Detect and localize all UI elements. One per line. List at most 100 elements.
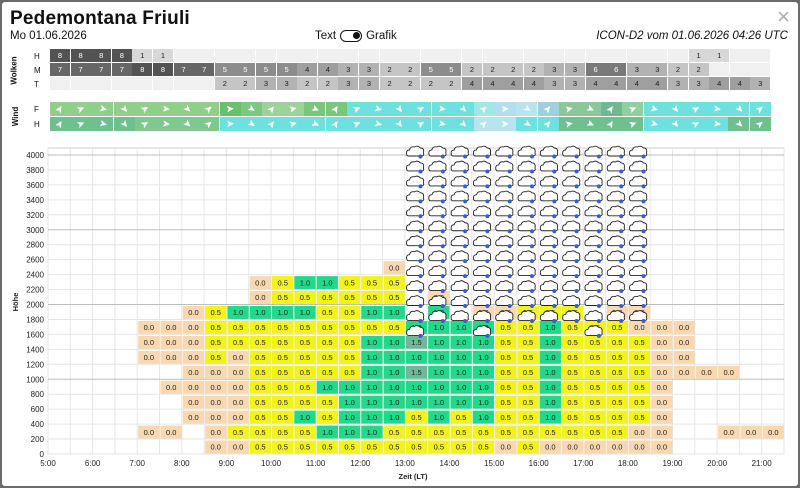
thermal-cell (227, 320, 249, 334)
thermal-cell (495, 440, 517, 454)
thermal-cell-value: 1.0 (478, 338, 488, 347)
cloud-cell (173, 49, 194, 62)
thermal-cell (361, 320, 383, 334)
clouds-row-label-T: T (34, 80, 39, 89)
cloud-cell (503, 49, 524, 62)
x-tick-label: 16:00 (529, 459, 550, 468)
thermal-cell (561, 440, 584, 454)
wind-arrow-icon: ➤ (389, 117, 411, 131)
thermal-cell (272, 395, 294, 409)
thermal-cell (539, 365, 561, 379)
thermal-cell (182, 306, 205, 319)
cloud-cell (482, 49, 503, 62)
cloud-cell (606, 49, 627, 62)
thermal-cell-value: 1.0 (300, 278, 310, 287)
wind-arrow-icon: ➤ (240, 117, 262, 131)
cloud-cell: 7 (70, 63, 91, 76)
cloud-icon (629, 220, 648, 234)
wind-arrow-icon: ➤ (219, 117, 241, 131)
thermal-cell (272, 306, 294, 319)
thermal-cell-value: 0.5 (612, 323, 622, 332)
thermal-cell (338, 335, 361, 349)
thermal-cell-value: 0.5 (300, 428, 310, 437)
cloud-icon (606, 190, 625, 204)
wind-arrow-icon: ➤ (474, 102, 495, 116)
thermal-cell (651, 335, 673, 349)
thermal-cell-value: 0.5 (590, 428, 600, 437)
cloud-icon (606, 175, 625, 189)
thermal-cell-value: 1.0 (367, 413, 377, 422)
cloud-cell: 4 (606, 77, 627, 90)
thermal-cell-value: 0.0 (211, 413, 221, 422)
view-toggle[interactable]: Text Grafik (315, 30, 397, 42)
thermal-cell-value: 0.5 (523, 338, 533, 347)
cloud-cell: 2 (214, 77, 235, 90)
cloud-cell: 1 (709, 49, 730, 62)
thermal-cell-value: 0.5 (456, 428, 466, 437)
thermal-cell-value: 0.5 (277, 368, 287, 377)
thermal-cell-value: 0.5 (344, 278, 354, 287)
cloud-cell: 2 (400, 77, 421, 90)
thermal-cell (606, 380, 628, 394)
cloud-cell: 1 (132, 49, 153, 62)
thermal-cell-value: 0.0 (634, 323, 644, 332)
thermal-cell-value: 1.0 (389, 398, 399, 407)
thermal-cell (651, 380, 673, 394)
cloud-icon (428, 310, 447, 323)
cloud-cell: 2 (317, 77, 338, 90)
thermal-cell (383, 395, 405, 409)
y-tick-label: 1800 (26, 315, 44, 324)
thermal-cell (182, 365, 205, 379)
thermal-cell-value: 0.0 (634, 428, 644, 437)
thermal-cell (138, 335, 160, 349)
thermal-cell (249, 320, 272, 334)
thermal-cell-value: 0.0 (144, 323, 154, 332)
thermal-cell (673, 365, 695, 379)
cloud-cell: 3 (544, 63, 565, 76)
thermal-cell-value: 0.5 (277, 293, 287, 302)
thermal-cell (249, 380, 272, 394)
cloud-icon (539, 220, 559, 234)
cloud-icon (406, 250, 425, 264)
thermal-cell-value: 0.5 (367, 443, 377, 452)
thermal-cell-value: 0.0 (166, 353, 176, 362)
x-tick-label: 20:00 (707, 459, 728, 468)
cloud-cell: 2 (400, 63, 421, 76)
thermal-cell (539, 350, 561, 364)
cloud-cell (626, 49, 647, 62)
y-tick-label: 200 (31, 435, 45, 444)
thermal-cell (472, 410, 495, 424)
thermal-cell (539, 380, 561, 394)
cloud-cell (91, 77, 112, 90)
thermal-cell-value: 0.5 (255, 413, 265, 422)
wind-arrow-icon: ➤ (389, 102, 411, 116)
cloud-cell (379, 49, 400, 62)
cloud-cell (462, 49, 482, 62)
cloud-icon (450, 145, 469, 159)
wind-arrow-icon: ➤ (728, 102, 750, 116)
thermal-cell-value: 0.0 (657, 413, 667, 422)
thermal-cell (383, 380, 405, 394)
thermal-cell (428, 425, 450, 439)
y-tick-label: 600 (31, 405, 45, 414)
cloud-icon (584, 190, 603, 204)
cloud-icon (584, 325, 603, 338)
thermal-cell-value: 0.0 (657, 338, 667, 347)
thermal-cell-value: 0.0 (500, 443, 510, 452)
cloud-cell: 8 (153, 63, 173, 76)
thermal-cell-value: 1.0 (300, 308, 310, 317)
cloud-icon (584, 145, 603, 159)
thermal-cell-value: 0.5 (255, 338, 265, 347)
toggle-switch[interactable] (340, 30, 363, 42)
cloud-icon (406, 310, 425, 323)
thermal-cell (227, 350, 249, 364)
thermal-cell (138, 320, 160, 334)
thermal-cell-value: 0.5 (523, 428, 533, 437)
thermal-cell-value: 1.0 (456, 383, 466, 392)
close-icon[interactable]: × (777, 4, 790, 29)
thermal-cell-value: 0.5 (411, 428, 421, 437)
thermal-cell-value: 0.5 (634, 413, 644, 422)
thermal-cell (294, 306, 316, 319)
thermal-cell (584, 395, 606, 409)
